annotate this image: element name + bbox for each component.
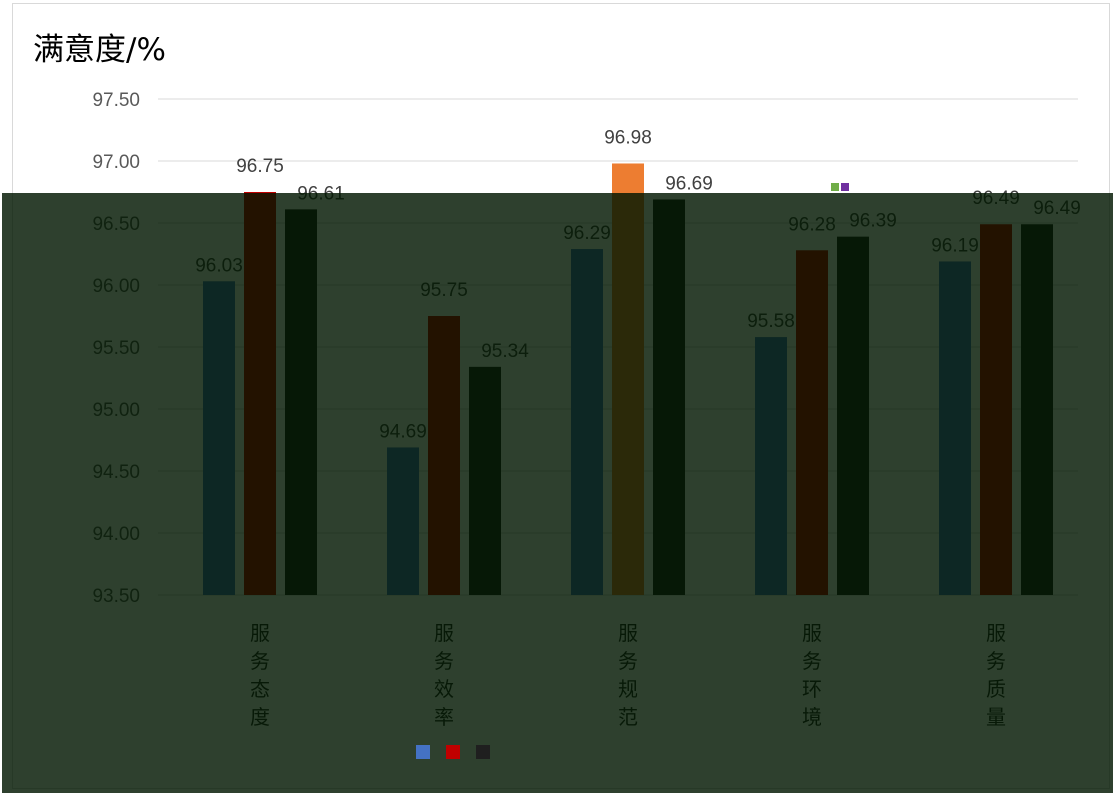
- category-label-char: 服: [986, 623, 1006, 645]
- legend-item: [476, 745, 496, 759]
- data-label: 95.75: [420, 280, 468, 301]
- legend-item: [446, 745, 466, 759]
- category-label-char: 环: [802, 679, 822, 701]
- data-label: 96.29: [563, 223, 611, 244]
- data-label: 96.39: [849, 211, 897, 232]
- data-label: 96.75: [236, 156, 284, 177]
- data-label: 95.58: [747, 311, 795, 332]
- category-label-char: 率: [434, 706, 454, 729]
- y-tick-label: 97.00: [92, 152, 140, 173]
- category-label-char: 质: [986, 678, 1006, 701]
- bar: [428, 316, 460, 595]
- category-label-char: 量: [986, 707, 1006, 729]
- bar: [837, 236, 869, 595]
- category-label-char: 范: [618, 706, 638, 729]
- bar: [653, 199, 685, 595]
- data-label: 95.34: [481, 341, 529, 362]
- bar: [612, 163, 644, 596]
- legend-item: [416, 745, 436, 759]
- data-label: 96.49: [972, 188, 1020, 209]
- bar: [939, 261, 971, 595]
- category-label-char: 务: [250, 650, 270, 673]
- y-tick-label: 96.50: [92, 214, 140, 235]
- data-label: 96.61: [297, 183, 345, 204]
- data-label: 96.19: [931, 235, 979, 256]
- category-label-char: 度: [250, 706, 270, 729]
- y-tick-label: 94.00: [92, 524, 140, 545]
- y-tick-label: 95.50: [92, 338, 140, 359]
- bar: [469, 366, 501, 595]
- bar: [244, 192, 276, 595]
- y-tick-label: 95.00: [92, 400, 140, 421]
- category-label-char: 服: [434, 623, 454, 645]
- category-label-char: 服: [802, 623, 822, 645]
- y-tick-label: 96.00: [92, 276, 140, 297]
- data-label: 96.69: [665, 173, 713, 194]
- y-tick-label: 97.50: [92, 90, 140, 111]
- category-label-char: 态: [250, 678, 270, 701]
- category-label-char: 效: [434, 678, 454, 701]
- bar: [755, 337, 787, 595]
- category-label-char: 服: [618, 623, 638, 645]
- bar: [571, 249, 603, 596]
- marker-glyph: [831, 183, 839, 191]
- y-tick-label: 94.50: [92, 462, 140, 483]
- category-label-char: 服: [250, 623, 270, 645]
- category-label-char: 务: [986, 650, 1006, 673]
- data-label: 96.03: [195, 255, 243, 276]
- category-label-char: 务: [618, 650, 638, 673]
- category-label-char: 务: [802, 650, 822, 673]
- data-label: 94.69: [379, 421, 427, 442]
- bar: [980, 224, 1012, 596]
- legend-swatch: [476, 745, 490, 759]
- data-label: 96.98: [604, 127, 652, 148]
- chart-legend: [416, 740, 496, 764]
- bar: [203, 281, 235, 595]
- bar: [796, 250, 828, 595]
- bar: [285, 209, 317, 596]
- legend-swatch: [446, 745, 460, 759]
- marker-glyph: [841, 183, 849, 191]
- bar: [1021, 224, 1053, 596]
- category-label-char: 规: [618, 678, 638, 701]
- data-label: 96.28: [788, 214, 836, 235]
- y-tick-label: 93.50: [92, 586, 140, 607]
- y-axis-title: 满意度/%: [33, 32, 166, 68]
- category-label-char: 务: [434, 650, 454, 673]
- category-label-char: 境: [802, 706, 822, 729]
- data-label: 96.49: [1033, 198, 1081, 219]
- bar: [387, 447, 419, 595]
- legend-swatch: [416, 745, 430, 759]
